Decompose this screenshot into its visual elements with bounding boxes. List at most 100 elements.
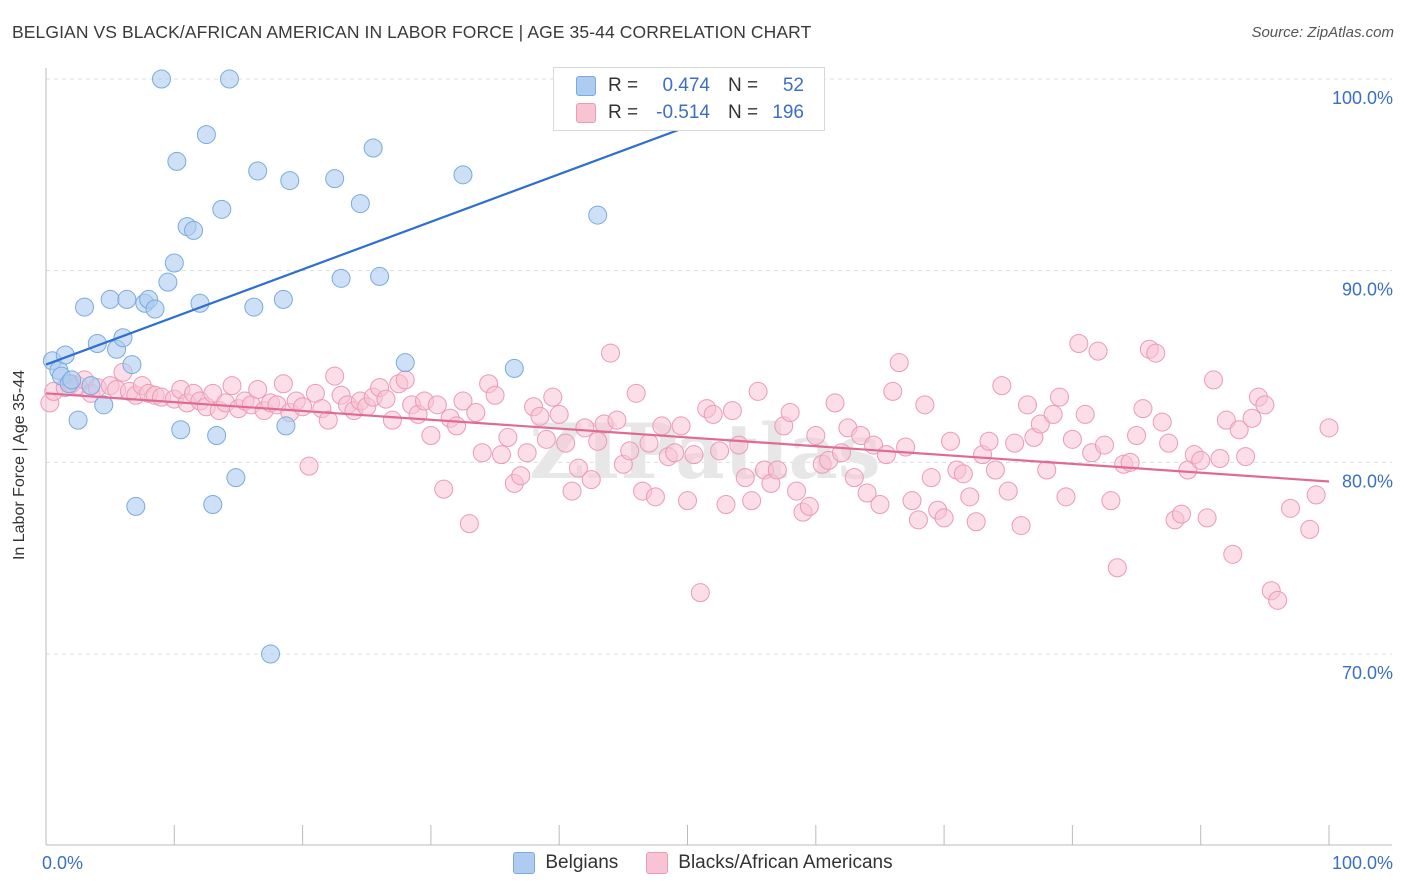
- data-point-black: [1050, 387, 1070, 407]
- data-point-black: [466, 403, 486, 422]
- series-legend: Belgians Blacks/African Americans: [0, 852, 1406, 874]
- data-point-black: [1146, 343, 1166, 363]
- data-point-black: [588, 431, 608, 451]
- data-point-black: [1133, 399, 1153, 419]
- data-point-black: [1268, 590, 1288, 610]
- data-point-black: [941, 431, 961, 451]
- data-point-black: [1300, 519, 1320, 539]
- data-point-black: [1210, 449, 1230, 468]
- data-point-black: [799, 496, 819, 516]
- legend-n-label: N =: [728, 102, 759, 123]
- legend-row-belgians: R = 0.474 N = 52: [576, 73, 804, 99]
- data-point-black: [1101, 491, 1121, 511]
- data-point-belgian: [68, 410, 88, 430]
- data-point-black: [562, 481, 582, 501]
- data-point-black: [1056, 487, 1076, 507]
- data-point-black: [1030, 414, 1050, 434]
- gridlines: [46, 78, 1392, 655]
- data-point-black: [985, 460, 1005, 480]
- data-point-black: [1107, 558, 1127, 578]
- data-point-black: [607, 410, 627, 430]
- legend-n-value-belgians: 52: [782, 75, 804, 96]
- y-tick-label: 70.0%: [1342, 663, 1393, 683]
- data-point-black: [716, 495, 736, 514]
- data-point-black: [549, 404, 569, 424]
- data-point-belgian: [184, 220, 204, 240]
- data-point-black: [1088, 341, 1108, 361]
- data-point-black: [831, 443, 851, 463]
- legend-n-value-blacks: 196: [772, 102, 804, 123]
- axes: [45, 68, 1392, 846]
- data-point-black: [222, 376, 242, 396]
- legend-swatch-belgians: [576, 76, 596, 96]
- data-point-black: [1242, 408, 1262, 428]
- data-point-black: [915, 395, 935, 415]
- data-point-black: [722, 401, 742, 421]
- data-point-black: [678, 491, 697, 511]
- data-point-black: [459, 514, 479, 534]
- data-point-black: [992, 376, 1012, 396]
- data-point-black: [1197, 508, 1217, 528]
- legend-item-blacks[interactable]: Blacks/African Americans: [646, 852, 893, 874]
- legend-label-blacks: Blacks/African Americans: [678, 852, 893, 873]
- data-point-belgian: [219, 69, 239, 89]
- data-point-black: [1043, 404, 1063, 424]
- data-point-black: [1005, 433, 1025, 453]
- data-point-black: [1229, 420, 1249, 440]
- data-point-belgian: [94, 395, 114, 415]
- x-tick-label: 100.0%: [1332, 853, 1393, 873]
- data-point-black: [1069, 334, 1089, 353]
- data-point-black: [1171, 504, 1191, 524]
- legend-n-label: N =: [728, 75, 759, 96]
- data-point-black: [248, 380, 268, 399]
- y-tick-label: 100.0%: [1332, 88, 1393, 108]
- data-point-black: [1062, 429, 1082, 449]
- data-point-belgian: [331, 268, 351, 288]
- data-point-belgian: [395, 353, 415, 373]
- data-point-black: [883, 381, 903, 401]
- legend-swatch-blacks: [646, 852, 669, 874]
- chart-title: BELGIAN VS BLACK/AFRICAN AMERICAN IN LAB…: [12, 22, 812, 42]
- data-point-black: [889, 353, 909, 373]
- data-point-black: [825, 393, 845, 413]
- data-point-black: [735, 468, 755, 488]
- data-point-belgian: [167, 151, 187, 171]
- data-point-black: [376, 389, 396, 409]
- data-point-belgian: [350, 194, 370, 214]
- data-point-black: [1075, 404, 1095, 424]
- data-point-belgian: [212, 199, 232, 219]
- data-point-belgian: [203, 495, 223, 514]
- data-point-black: [639, 433, 659, 453]
- data-point-black: [453, 391, 473, 411]
- belgian-points-group: [42, 69, 774, 664]
- data-point-black: [876, 445, 896, 465]
- legend-item-belgians[interactable]: Belgians: [513, 852, 618, 874]
- data-point-black: [1216, 410, 1236, 430]
- data-point-black: [921, 468, 941, 488]
- data-point-black: [671, 416, 691, 436]
- data-point-black: [626, 383, 646, 403]
- data-point-black: [1152, 412, 1172, 432]
- data-point-black: [556, 433, 576, 453]
- data-point-belgian: [504, 358, 524, 378]
- data-point-black: [395, 370, 415, 390]
- data-point-black: [1011, 516, 1031, 536]
- data-point-belgian: [453, 165, 473, 185]
- data-point-black: [1094, 435, 1114, 455]
- data-point-black: [934, 508, 954, 528]
- data-point-black: [273, 374, 293, 394]
- data-point-belgian: [158, 272, 178, 292]
- data-point-black: [953, 464, 973, 484]
- data-point-belgian: [325, 169, 345, 189]
- x-tick-label: 0.0%: [42, 853, 83, 873]
- data-point-belgian: [276, 416, 296, 436]
- data-point-black: [536, 429, 556, 449]
- data-point-black: [498, 427, 518, 447]
- data-point-black: [851, 426, 871, 445]
- data-point-belgian: [62, 370, 82, 390]
- data-point-belgian: [280, 171, 300, 191]
- data-point-black: [325, 366, 345, 386]
- data-point-black: [1319, 418, 1339, 438]
- data-point-black: [203, 383, 223, 403]
